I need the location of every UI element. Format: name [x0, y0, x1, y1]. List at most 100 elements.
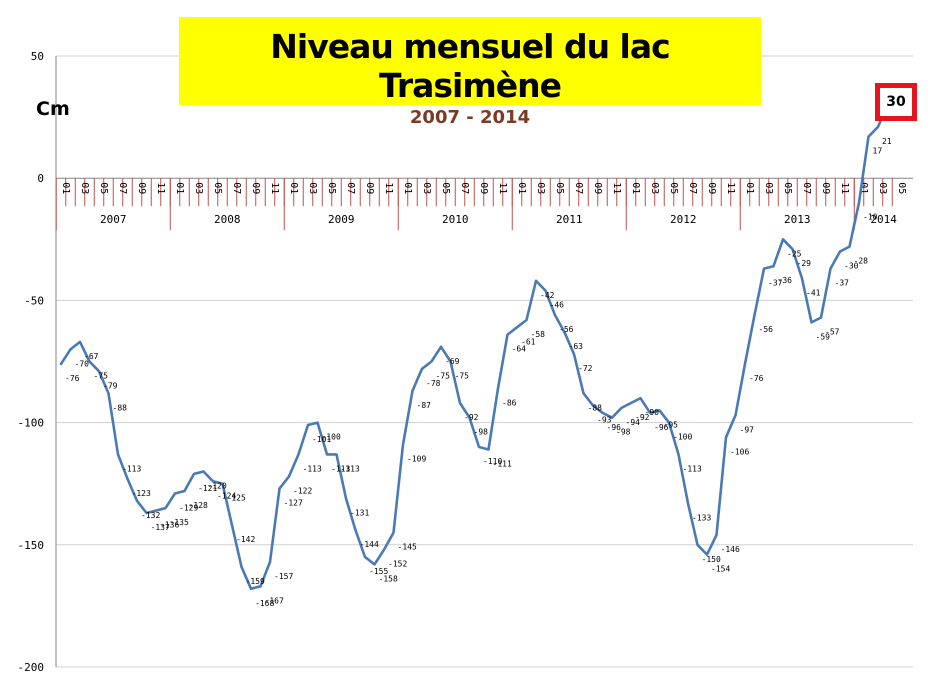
chart-title: Niveau mensuel du lac Trasimène [270, 27, 670, 105]
data-label: -144 [360, 540, 379, 549]
data-labels: -76-70-67-75-79-88-113-123-132-137-136-1… [65, 137, 892, 608]
data-label: -58 [531, 330, 546, 339]
data-label: -109 [407, 455, 426, 464]
year-label: 2010 [442, 213, 469, 226]
data-label: -87 [417, 401, 432, 410]
data-label: -93 [597, 415, 612, 424]
data-label: -67 [84, 352, 99, 361]
data-label: -101 [312, 435, 331, 444]
month-label: 05 [554, 182, 565, 194]
latest-value-highlight: 30 [875, 83, 917, 121]
month-label: 01 [402, 182, 413, 194]
data-label: -94 [626, 418, 641, 427]
title-box: Niveau mensuel du lac Trasimène 2007 - 2… [179, 17, 761, 128]
month-label: 11 [269, 182, 280, 194]
data-label: -113 [341, 464, 360, 473]
month-label: 09 [250, 182, 261, 194]
data-label: -98 [616, 428, 631, 437]
data-label: -64 [512, 345, 527, 354]
data-label: -42 [540, 291, 555, 300]
data-label: -154 [711, 565, 730, 574]
month-label: 01 [174, 182, 185, 194]
month-label: 09 [136, 182, 147, 194]
y-tick-label: -200 [18, 661, 45, 674]
data-label: -131 [350, 508, 369, 517]
data-label: -92 [464, 413, 479, 422]
year-label: 2007 [100, 213, 127, 226]
data-label: -150 [702, 555, 721, 564]
data-label: -128 [189, 501, 208, 510]
axes: 50 0 -50 -100 -150 -200 01 03 05 07 09 11 2007 01 03 05… [18, 50, 913, 674]
month-label: 11 [155, 182, 166, 194]
data-label: -88 [588, 403, 603, 412]
year-label: 2014 [870, 213, 897, 226]
month-label: 11 [611, 182, 622, 194]
data-label: -10 [863, 213, 878, 222]
y-tick-label: 50 [31, 50, 44, 63]
data-label: -96 [654, 423, 669, 432]
data-label: -152 [388, 560, 407, 569]
data-label: -56 [759, 325, 774, 334]
month-label: 01 [516, 182, 527, 194]
data-label: -123 [132, 489, 151, 498]
data-label: -137 [151, 523, 170, 532]
month-label: 09 [478, 182, 489, 194]
month-label: 03 [763, 182, 774, 194]
data-label: -75 [436, 372, 451, 381]
data-label: -121 [198, 484, 217, 493]
data-label: -88 [113, 403, 128, 412]
month-label: 03 [79, 182, 90, 194]
data-label: 21 [882, 137, 892, 146]
month-label: 01 [60, 182, 71, 194]
data-label: -113 [303, 464, 322, 473]
data-label: -76 [749, 374, 764, 383]
y-tick-label: -150 [18, 539, 45, 552]
data-label: -29 [797, 259, 812, 268]
data-label: -113 [122, 464, 141, 473]
month-label: 03 [193, 182, 204, 194]
data-label: -120 [208, 481, 227, 490]
month-label: 05 [212, 182, 223, 194]
y-tick-label: 0 [37, 172, 44, 185]
month-label: 01 [288, 182, 299, 194]
data-label: -146 [721, 545, 740, 554]
month-label: 05 [440, 182, 451, 194]
data-label: -158 [379, 574, 398, 583]
data-label: -159 [246, 577, 265, 586]
data-label: -90 [645, 408, 660, 417]
month-label: 07 [117, 182, 128, 194]
month-label: 03 [649, 182, 660, 194]
month-label: 05 [668, 182, 679, 194]
data-label: -113 [683, 464, 702, 473]
data-label: -98 [474, 428, 489, 437]
month-label: 09 [706, 182, 717, 194]
year-label: 2011 [556, 213, 583, 226]
data-label: -86 [502, 398, 517, 407]
data-label: -110 [483, 457, 502, 466]
month-label: 09 [820, 182, 831, 194]
month-label: 05 [98, 182, 109, 194]
data-label: -92 [635, 413, 650, 422]
month-label: 03 [307, 182, 318, 194]
chart-subtitle: 2007 - 2014 [409, 107, 531, 128]
series-line [59, 103, 889, 591]
data-label: -100 [673, 433, 692, 442]
data-label: -41 [806, 288, 821, 297]
month-label: 03 [535, 182, 546, 194]
data-label: -75 [94, 372, 109, 381]
data-label: -168 [255, 599, 274, 608]
data-label: -157 [274, 572, 293, 581]
month-label: 05 [326, 182, 337, 194]
data-label: -95 [664, 420, 679, 429]
month-label: 07 [573, 182, 584, 194]
data-label: -122 [293, 486, 312, 495]
data-label: -167 [265, 596, 284, 605]
data-label: -129 [179, 503, 198, 512]
month-label: 09 [364, 182, 375, 194]
year-label: 2008 [214, 213, 241, 226]
data-label: -37 [835, 279, 850, 288]
month-label: 07 [345, 182, 356, 194]
month-label: 07 [801, 182, 812, 194]
y-unit-label: Cm [36, 98, 70, 120]
